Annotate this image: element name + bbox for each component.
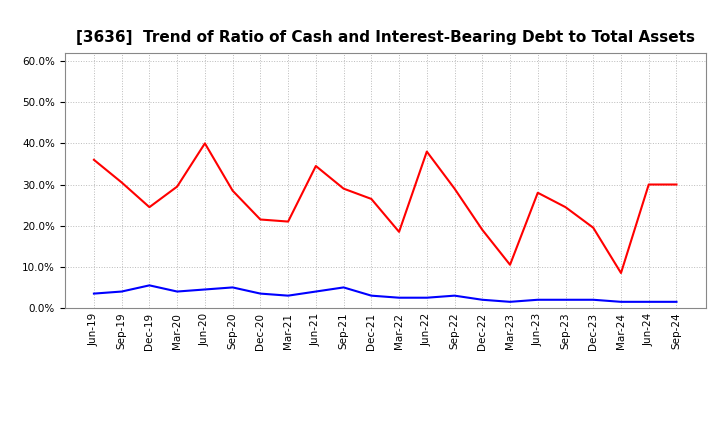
Cash	[672, 182, 681, 187]
Interest-Bearing Debt	[367, 293, 376, 298]
Interest-Bearing Debt	[505, 299, 514, 304]
Interest-Bearing Debt	[312, 289, 320, 294]
Interest-Bearing Debt	[89, 291, 98, 296]
Line: Cash: Cash	[94, 143, 677, 273]
Cash	[505, 262, 514, 268]
Cash	[117, 180, 126, 185]
Interest-Bearing Debt	[339, 285, 348, 290]
Interest-Bearing Debt	[561, 297, 570, 302]
Title: [3636]  Trend of Ratio of Cash and Interest-Bearing Debt to Total Assets: [3636] Trend of Ratio of Cash and Intere…	[76, 29, 695, 45]
Cash	[89, 157, 98, 162]
Cash	[589, 225, 598, 231]
Interest-Bearing Debt	[395, 295, 403, 301]
Cash	[256, 217, 265, 222]
Interest-Bearing Debt	[117, 289, 126, 294]
Cash	[228, 188, 237, 193]
Interest-Bearing Debt	[256, 291, 265, 296]
Interest-Bearing Debt	[672, 299, 681, 304]
Cash	[312, 163, 320, 169]
Cash	[534, 190, 542, 195]
Interest-Bearing Debt	[173, 289, 181, 294]
Cash	[284, 219, 292, 224]
Interest-Bearing Debt	[616, 299, 625, 304]
Interest-Bearing Debt	[201, 287, 210, 292]
Cash	[201, 141, 210, 146]
Cash	[339, 186, 348, 191]
Cash	[450, 186, 459, 191]
Cash	[145, 205, 154, 210]
Interest-Bearing Debt	[478, 297, 487, 302]
Interest-Bearing Debt	[644, 299, 653, 304]
Interest-Bearing Debt	[589, 297, 598, 302]
Cash	[367, 196, 376, 202]
Cash	[173, 184, 181, 189]
Interest-Bearing Debt	[284, 293, 292, 298]
Cash	[423, 149, 431, 154]
Cash	[644, 182, 653, 187]
Interest-Bearing Debt	[534, 297, 542, 302]
Interest-Bearing Debt	[228, 285, 237, 290]
Cash	[616, 270, 625, 275]
Cash	[478, 227, 487, 232]
Interest-Bearing Debt	[450, 293, 459, 298]
Interest-Bearing Debt	[423, 295, 431, 301]
Cash	[561, 205, 570, 210]
Line: Interest-Bearing Debt: Interest-Bearing Debt	[94, 286, 677, 302]
Interest-Bearing Debt	[145, 283, 154, 288]
Cash	[395, 229, 403, 235]
